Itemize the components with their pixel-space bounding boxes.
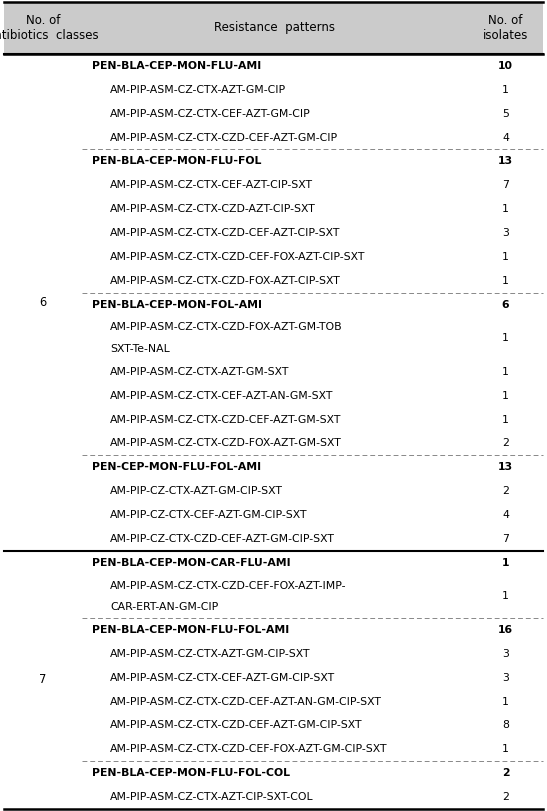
- Text: 3: 3: [502, 228, 509, 238]
- Text: PEN-BLA-CEP-MON-FLU-FOL-AMI: PEN-BLA-CEP-MON-FLU-FOL-AMI: [92, 625, 289, 635]
- Text: 1: 1: [502, 744, 509, 754]
- Text: AM-PIP-ASM-CZ-CTX-AZT-GM-SXT: AM-PIP-ASM-CZ-CTX-AZT-GM-SXT: [110, 367, 289, 377]
- Text: 10: 10: [498, 61, 513, 71]
- Text: 1: 1: [502, 252, 509, 262]
- Text: AM-PIP-ASM-CZ-CTX-CZD-CEF-AZT-GM-CIP-SXT: AM-PIP-ASM-CZ-CTX-CZD-CEF-AZT-GM-CIP-SXT: [110, 720, 363, 731]
- Text: AM-PIP-ASM-CZ-CTX-CZD-CEF-FOX-AZT-GM-CIP-SXT: AM-PIP-ASM-CZ-CTX-CZD-CEF-FOX-AZT-GM-CIP…: [110, 744, 387, 754]
- Text: 7: 7: [502, 180, 509, 191]
- Text: 13: 13: [498, 462, 513, 472]
- Text: 2: 2: [502, 439, 509, 448]
- Text: PEN-BLA-CEP-MON-CAR-FLU-AMI: PEN-BLA-CEP-MON-CAR-FLU-AMI: [92, 558, 290, 568]
- Text: AM-PIP-ASM-CZ-CTX-CZD-CEF-AZT-CIP-SXT: AM-PIP-ASM-CZ-CTX-CZD-CEF-AZT-CIP-SXT: [110, 228, 340, 238]
- Text: 1: 1: [502, 697, 509, 706]
- Text: AM-PIP-ASM-CZ-CTX-CEF-AZT-CIP-SXT: AM-PIP-ASM-CZ-CTX-CEF-AZT-CIP-SXT: [110, 180, 313, 191]
- Text: 7: 7: [502, 534, 509, 544]
- Text: 3: 3: [502, 673, 509, 683]
- Text: CAR-ERT-AN-GM-CIP: CAR-ERT-AN-GM-CIP: [110, 603, 218, 612]
- Text: 4: 4: [502, 510, 509, 520]
- Text: PEN-BLA-CEP-MON-FLU-FOL-COL: PEN-BLA-CEP-MON-FLU-FOL-COL: [92, 768, 290, 779]
- Bar: [4, 2, 543, 54]
- Text: 1: 1: [502, 367, 509, 377]
- Text: AM-PIP-ASM-CZ-CTX-CZD-AZT-CIP-SXT: AM-PIP-ASM-CZ-CTX-CZD-AZT-CIP-SXT: [110, 204, 316, 214]
- Text: AM-PIP-CZ-CTX-AZT-GM-CIP-SXT: AM-PIP-CZ-CTX-AZT-GM-CIP-SXT: [110, 486, 283, 496]
- Text: 1: 1: [502, 333, 509, 343]
- Text: PEN-BLA-CEP-MON-FLU-FOL: PEN-BLA-CEP-MON-FLU-FOL: [92, 157, 261, 166]
- Text: 4: 4: [502, 132, 509, 143]
- Text: AM-PIP-ASM-CZ-CTX-CEF-AZT-AN-GM-SXT: AM-PIP-ASM-CZ-CTX-CEF-AZT-AN-GM-SXT: [110, 391, 333, 401]
- Text: 7: 7: [39, 673, 46, 686]
- Text: 1: 1: [502, 414, 509, 425]
- Text: 16: 16: [498, 625, 513, 635]
- Text: 1: 1: [502, 391, 509, 401]
- Text: AM-PIP-ASM-CZ-CTX-AZT-GM-CIP: AM-PIP-ASM-CZ-CTX-AZT-GM-CIP: [110, 85, 286, 95]
- Text: AM-PIP-ASM-CZ-CTX-CZD-FOX-AZT-CIP-SXT: AM-PIP-ASM-CZ-CTX-CZD-FOX-AZT-CIP-SXT: [110, 276, 341, 285]
- Text: AM-PIP-CZ-CTX-CEF-AZT-GM-CIP-SXT: AM-PIP-CZ-CTX-CEF-AZT-GM-CIP-SXT: [110, 510, 307, 520]
- Text: AM-PIP-ASM-CZ-CTX-CZD-FOX-AZT-GM-TOB: AM-PIP-ASM-CZ-CTX-CZD-FOX-AZT-GM-TOB: [110, 322, 342, 333]
- Text: 3: 3: [502, 649, 509, 659]
- Text: 1: 1: [502, 558, 509, 568]
- Text: 1: 1: [502, 591, 509, 602]
- Text: AM-PIP-CZ-CTX-CZD-CEF-AZT-GM-CIP-SXT: AM-PIP-CZ-CTX-CZD-CEF-AZT-GM-CIP-SXT: [110, 534, 335, 544]
- Text: PEN-BLA-CEP-MON-FLU-AMI: PEN-BLA-CEP-MON-FLU-AMI: [92, 61, 261, 71]
- Text: 13: 13: [498, 157, 513, 166]
- Text: AM-PIP-ASM-CZ-CTX-CEF-AZT-GM-CIP-SXT: AM-PIP-ASM-CZ-CTX-CEF-AZT-GM-CIP-SXT: [110, 673, 335, 683]
- Text: PEN-BLA-CEP-MON-FOL-AMI: PEN-BLA-CEP-MON-FOL-AMI: [92, 299, 262, 310]
- Text: 2: 2: [502, 768, 509, 779]
- Text: No. of
isolates: No. of isolates: [483, 14, 528, 42]
- Text: AM-PIP-ASM-CZ-CTX-CZD-CEF-AZT-AN-GM-CIP-SXT: AM-PIP-ASM-CZ-CTX-CZD-CEF-AZT-AN-GM-CIP-…: [110, 697, 382, 706]
- Text: 5: 5: [502, 109, 509, 118]
- Text: No. of
antibiotics  classes: No. of antibiotics classes: [0, 14, 99, 42]
- Text: 1: 1: [502, 85, 509, 95]
- Text: 2: 2: [502, 792, 509, 802]
- Text: 8: 8: [502, 720, 509, 731]
- Text: 6: 6: [502, 299, 509, 310]
- Text: AM-PIP-ASM-CZ-CTX-CZD-CEF-FOX-AZT-IMP-: AM-PIP-ASM-CZ-CTX-CZD-CEF-FOX-AZT-IMP-: [110, 581, 346, 590]
- Text: AM-PIP-ASM-CZ-CTX-CZD-CEF-AZT-GM-CIP: AM-PIP-ASM-CZ-CTX-CZD-CEF-AZT-GM-CIP: [110, 132, 338, 143]
- Text: 6: 6: [39, 296, 46, 309]
- Text: PEN-CEP-MON-FLU-FOL-AMI: PEN-CEP-MON-FLU-FOL-AMI: [92, 462, 261, 472]
- Text: AM-PIP-ASM-CZ-CTX-AZT-CIP-SXT-COL: AM-PIP-ASM-CZ-CTX-AZT-CIP-SXT-COL: [110, 792, 313, 802]
- Text: 1: 1: [502, 204, 509, 214]
- Text: AM-PIP-ASM-CZ-CTX-CZD-FOX-AZT-GM-SXT: AM-PIP-ASM-CZ-CTX-CZD-FOX-AZT-GM-SXT: [110, 439, 342, 448]
- Text: Resistance  patterns: Resistance patterns: [214, 22, 335, 35]
- Text: AM-PIP-ASM-CZ-CTX-CZD-CEF-AZT-GM-SXT: AM-PIP-ASM-CZ-CTX-CZD-CEF-AZT-GM-SXT: [110, 414, 341, 425]
- Text: AM-PIP-ASM-CZ-CTX-CEF-AZT-GM-CIP: AM-PIP-ASM-CZ-CTX-CEF-AZT-GM-CIP: [110, 109, 311, 118]
- Text: SXT-Te-NAL: SXT-Te-NAL: [110, 344, 170, 354]
- Text: 1: 1: [502, 276, 509, 285]
- Text: AM-PIP-ASM-CZ-CTX-AZT-GM-CIP-SXT: AM-PIP-ASM-CZ-CTX-AZT-GM-CIP-SXT: [110, 649, 311, 659]
- Text: AM-PIP-ASM-CZ-CTX-CZD-CEF-FOX-AZT-CIP-SXT: AM-PIP-ASM-CZ-CTX-CZD-CEF-FOX-AZT-CIP-SX…: [110, 252, 365, 262]
- Text: 2: 2: [502, 486, 509, 496]
